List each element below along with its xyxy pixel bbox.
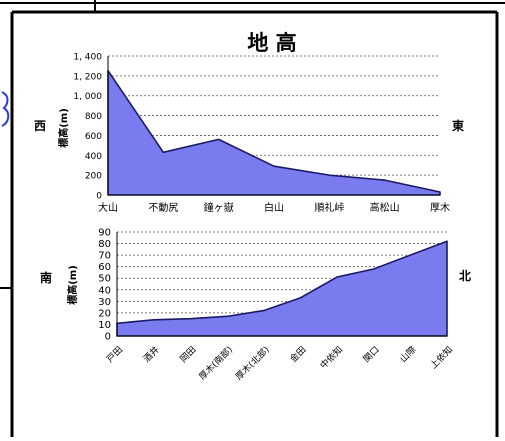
y-tick-labels: 0 200 400 600 800 1, 000 1, 200 1, 400 [73, 53, 102, 202]
y-tick-label: 30 [98, 297, 111, 308]
east-label: 東 [452, 118, 464, 133]
north-label: 北 [459, 268, 471, 283]
x-tick-label: 金田 [287, 344, 308, 365]
y-tick-label: 60 [98, 262, 111, 273]
y-tick-label: 20 [98, 308, 111, 319]
elevation-area [107, 69, 441, 196]
y-tick-label: 50 [98, 274, 111, 285]
y-axis-label: 標高(m) [66, 265, 79, 305]
x-tick-label: 大山 [98, 201, 118, 214]
y-tick-label: 800 [85, 112, 102, 122]
y-tick-label: 80 [98, 239, 111, 250]
elevation-chart-east-west: 地 高 西 東 標高(m) 0 200 400 600 800 1, 000 1, 200 1… [34, 31, 464, 214]
x-tick-label: 厚木(南部) [196, 344, 235, 383]
x-tick-labels: 大山 不動尻 鐘ヶ嶽 白山 順礼峠 高松山 厚木 [98, 201, 450, 214]
x-tick-label: 順礼峠 [314, 201, 344, 214]
y-tick-label: 0 [105, 332, 111, 343]
west-label: 西 [34, 119, 46, 133]
y-axis-label: 標高(m) [57, 108, 70, 148]
x-tick-label: 岡田 [178, 344, 199, 365]
x-tick-label: 白山 [264, 201, 284, 214]
y-tick-label: 400 [85, 152, 102, 162]
y-tick-label: 600 [85, 132, 102, 142]
y-tick-label: 40 [98, 285, 111, 296]
y-tick-label: 200 [85, 172, 102, 182]
x-tick-label: 鐘ヶ嶽 [204, 201, 234, 214]
x-tick-label: 酒井 [141, 344, 162, 365]
blue-bracket-icon [1, 91, 10, 127]
y-tick-label: 70 [98, 251, 111, 262]
x-tick-label: 戸田 [105, 344, 126, 365]
x-tick-label: 中依知 [318, 344, 346, 372]
chart-title: 地 高 [247, 31, 296, 55]
x-tick-label: 高松山 [370, 201, 400, 214]
y-tick-label: 10 [98, 320, 111, 331]
x-tick-label: 厚木(北部) [233, 344, 272, 383]
x-tick-label: 不動尻 [148, 201, 178, 214]
y-tick-label: 1, 200 [73, 72, 102, 82]
x-tick-label: 山際 [397, 344, 418, 365]
x-tick-label: 関口 [361, 344, 382, 365]
y-tick-label: 1, 000 [73, 92, 102, 102]
y-tick-label: 0 [96, 192, 102, 202]
x-tick-label: 厚木 [430, 202, 450, 214]
y-tick-label: 90 [98, 228, 111, 239]
x-tick-labels: 戸田 酒井 岡田 厚木(南部) 厚木(北部) 金田 中依知 関口 山際 上依知 [105, 344, 456, 383]
x-tick-label: 上依知 [428, 344, 456, 372]
elevation-area [116, 240, 448, 337]
south-label: 南 [40, 270, 52, 285]
y-tick-label: 1, 400 [73, 53, 102, 63]
